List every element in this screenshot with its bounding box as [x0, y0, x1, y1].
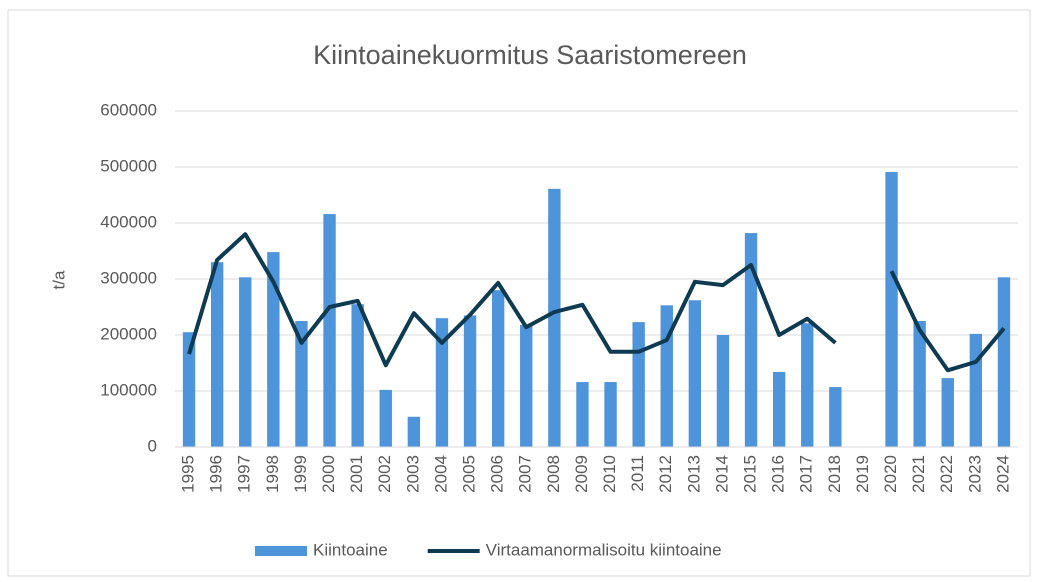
- x-tick-label: 2003: [403, 455, 422, 493]
- x-tick-label: 1996: [207, 455, 226, 493]
- bar: [463, 315, 477, 447]
- x-tick-label: 1995: [179, 455, 198, 493]
- bar: [182, 332, 196, 447]
- x-tick-label: 1999: [291, 455, 310, 493]
- x-tick-label: 2019: [853, 455, 872, 493]
- x-tick-label: 2005: [460, 455, 479, 493]
- x-tick-label: 2023: [965, 455, 984, 493]
- x-tick-label: 2008: [544, 455, 563, 493]
- y-tick-label: 300000: [100, 268, 157, 287]
- x-tick-label: 2013: [684, 455, 703, 493]
- bar: [379, 389, 392, 447]
- bar: [295, 321, 308, 447]
- legend-label: Kiintoaine: [313, 540, 388, 559]
- x-tick-label: 2017: [797, 455, 816, 493]
- x-tick-label: 2001: [347, 455, 366, 493]
- bar: [997, 277, 1011, 447]
- x-tick-label: 2014: [712, 455, 731, 493]
- bar: [913, 321, 926, 447]
- y-tick-label: 500000: [100, 156, 157, 175]
- bar: [829, 387, 842, 447]
- bar: [716, 335, 730, 447]
- bar: [435, 318, 449, 447]
- bar: [239, 277, 252, 447]
- x-tick-label: 2009: [572, 455, 591, 493]
- x-tick-label: 2011: [628, 455, 647, 492]
- bar: [210, 262, 224, 447]
- bar: [548, 188, 561, 447]
- x-tick-label: 2006: [488, 455, 507, 493]
- x-tick-label: 2015: [741, 455, 760, 493]
- x-tick-label: 2007: [516, 455, 535, 493]
- x-tick-label: 2016: [769, 455, 788, 493]
- x-tick-label: 1998: [263, 455, 282, 493]
- bar: [969, 333, 983, 447]
- bar: [407, 416, 421, 447]
- x-tick-label: 2000: [319, 455, 338, 493]
- chart-border: [7, 9, 1031, 577]
- x-tick-label: 2012: [656, 455, 675, 493]
- bar: [688, 300, 702, 447]
- bar: [267, 252, 280, 447]
- bar: [744, 233, 758, 447]
- legend-label: Virtaamanormalisoitu kiintoaine: [486, 540, 722, 559]
- bar: [941, 378, 954, 447]
- line: [187, 232, 1006, 373]
- x-tick-label: 2020: [881, 455, 900, 493]
- y-tick-label: 600000: [100, 100, 157, 119]
- y-tick-label: 200000: [100, 324, 157, 343]
- x-tick-label: 1997: [235, 455, 254, 493]
- x-tick-label: 2022: [937, 455, 956, 493]
- y-axis-label: t/a: [49, 270, 68, 289]
- x-tick-label: 2021: [909, 455, 928, 493]
- y-tick-label: 100000: [100, 380, 157, 399]
- chart-title: Kiintoainekuormitus Saaristomereen: [313, 40, 747, 70]
- legend-swatch: [255, 546, 307, 556]
- bar: [520, 324, 533, 447]
- y-tick-label: 400000: [100, 212, 157, 231]
- x-tick-label: 2024: [993, 455, 1012, 493]
- bar: [323, 214, 336, 447]
- bar: [801, 323, 814, 447]
- bar: [351, 304, 364, 447]
- bar: [604, 382, 617, 447]
- x-tick-label: 2004: [431, 455, 450, 493]
- bar: [885, 172, 898, 448]
- bar: [632, 322, 645, 447]
- x-tick-label: 2018: [825, 455, 844, 493]
- y-tick-label: 0: [148, 436, 157, 455]
- x-tick-label: 2010: [600, 455, 619, 493]
- x-tick-label: 2002: [375, 455, 394, 493]
- bar: [491, 290, 505, 447]
- bar: [772, 371, 786, 447]
- bar: [576, 382, 589, 447]
